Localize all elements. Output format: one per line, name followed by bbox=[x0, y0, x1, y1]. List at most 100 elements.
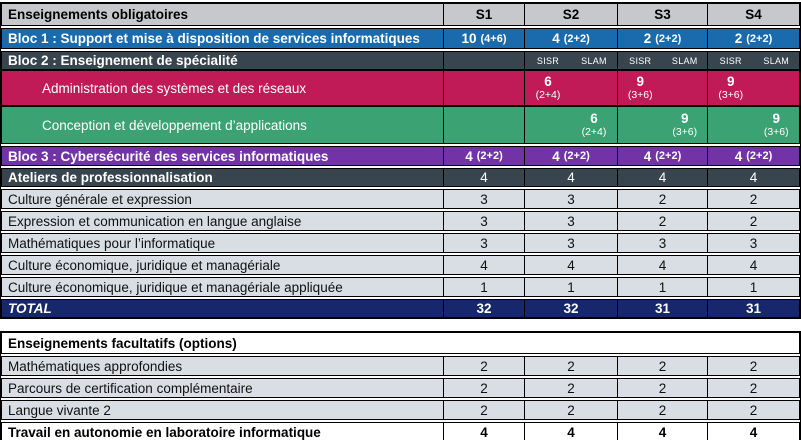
value-cell-s3: 2 bbox=[618, 400, 708, 420]
value-cell-s1: 4 (2+2) bbox=[444, 146, 525, 166]
hours-group: 9 (3+6) bbox=[627, 73, 653, 101]
value-cell-s1: 4 bbox=[444, 255, 525, 275]
row-label: Bloc 2 : Enseignement de spécialité bbox=[1, 51, 444, 70]
hours-detail: (2+2) bbox=[476, 150, 503, 162]
value-cell-s3: 2 bbox=[618, 189, 708, 209]
value-cell-s4: 4 bbox=[708, 422, 800, 440]
row-label: Bloc 1 : Support et mise à disposition d… bbox=[1, 28, 444, 49]
row-label: Administration des systèmes et des résea… bbox=[1, 70, 444, 106]
row-langue-vivante-2: Langue vivante 2 2 2 2 2 bbox=[1, 400, 800, 420]
row-cejm: Culture économique, juridique et managér… bbox=[1, 255, 800, 275]
value-cell-s2: 2 bbox=[525, 356, 618, 376]
empty-half bbox=[663, 71, 708, 105]
hours-detail: (2+4) bbox=[581, 125, 607, 138]
value-cell-s4: 2 bbox=[708, 378, 800, 398]
row-ateliers: Ateliers de professionnalisation 4 4 4 4 bbox=[1, 168, 800, 187]
value-cell-s2: 3 bbox=[525, 189, 618, 209]
row-bloc1: Bloc 1 : Support et mise à disposition d… bbox=[1, 28, 800, 49]
hours-group: 9 (3+6) bbox=[672, 111, 698, 138]
subcol-slam: SLAM bbox=[763, 55, 790, 66]
subcol-slam: SLAM bbox=[581, 55, 607, 66]
value-cell-s2: 1 bbox=[525, 277, 618, 297]
row-label: Mathématiques approfondies bbox=[1, 356, 444, 376]
value-cell-s4: 4 bbox=[708, 168, 800, 187]
value-cell-s4: 2 bbox=[708, 400, 800, 420]
value-cell-s2: 3 bbox=[525, 233, 618, 253]
table-enseignements-facultatifs: Enseignements facultatifs (options) Math… bbox=[0, 331, 801, 440]
hours-group: 9 (3+6) bbox=[718, 73, 743, 101]
row-total: TOTAL 32 32 31 31 bbox=[1, 299, 800, 318]
value-cell-s2: 4 (2+2) bbox=[525, 28, 618, 49]
value-cell-s2: 4 (2+2) bbox=[525, 146, 618, 166]
hours-group: 6 (2+4) bbox=[536, 73, 561, 101]
value-cell-s2: 4 bbox=[525, 255, 618, 275]
total-s1: 32 bbox=[444, 299, 525, 318]
subcol-sisr: SISR bbox=[629, 55, 652, 66]
column-header-s4: S4 bbox=[708, 3, 800, 26]
hours-value: 4 bbox=[734, 148, 743, 164]
value-cell-s1: 2 bbox=[444, 378, 525, 398]
value-cell-s4: 2 bbox=[708, 189, 800, 209]
value-cell-s3: 4 bbox=[618, 422, 708, 440]
row-mathematiques: Mathématiques pour l’informatique 3 3 3 … bbox=[1, 233, 800, 253]
hours-value: 9 bbox=[636, 73, 644, 89]
value-cell-s1: 3 bbox=[444, 211, 525, 231]
facultatifs-header-row: Enseignements facultatifs (options) bbox=[1, 332, 800, 354]
hours-detail: (2+2) bbox=[563, 150, 590, 162]
empty-half bbox=[754, 71, 800, 105]
table-title: Enseignements obligatoires bbox=[1, 3, 444, 26]
hours-group: 9 (3+6) bbox=[764, 110, 789, 138]
hours-detail: (2+2) bbox=[746, 32, 773, 45]
row-travail-autonomie: Travail en autonomie en laboratoire info… bbox=[1, 422, 800, 440]
hours-value: 9 bbox=[772, 110, 780, 126]
hours-value: 6 bbox=[544, 73, 552, 89]
hours-detail: (2+2) bbox=[746, 150, 773, 162]
row-label: Culture économique, juridique et managér… bbox=[1, 277, 444, 297]
subcol-slam: SLAM bbox=[671, 55, 698, 66]
value-cell-s3: 9 (3+6) bbox=[618, 106, 708, 144]
hours-value: 2 bbox=[643, 31, 652, 46]
subcol-sisr: SISR bbox=[536, 55, 560, 66]
value-cell-s2: 3 bbox=[525, 211, 618, 231]
table-title: Enseignements facultatifs (options) bbox=[1, 332, 800, 354]
value-cell-s4: 2 bbox=[708, 356, 800, 376]
subcolumn-header-s2: SISR SLAM bbox=[525, 51, 618, 70]
value-cell-s2: 6 (2+4) bbox=[525, 106, 618, 144]
value-cell-s2: 6 (2+4) bbox=[525, 70, 618, 106]
row-culture-generale: Culture générale et expression 3 3 2 2 bbox=[1, 189, 800, 209]
row-label: Mathématiques pour l’informatique bbox=[1, 233, 444, 253]
column-header-s1: S1 bbox=[444, 3, 525, 26]
value-cell-s2: 4 bbox=[525, 168, 618, 187]
row-label: Ateliers de professionnalisation bbox=[1, 168, 444, 187]
column-header-s3: S3 bbox=[618, 3, 708, 26]
row-conception-slam: Conception et développement d’applicatio… bbox=[1, 106, 800, 144]
row-parcours-certification: Parcours de certification complémentaire… bbox=[1, 378, 800, 398]
empty-half bbox=[571, 71, 617, 105]
hours-detail: (3+6) bbox=[627, 88, 653, 101]
hours-value: 4 bbox=[552, 31, 560, 46]
value-cell-s2: 2 bbox=[525, 378, 618, 398]
row-label: Conception et développement d’applicatio… bbox=[1, 106, 444, 144]
value-cell-s4: 9 (3+6) bbox=[708, 70, 800, 106]
row-label: Culture générale et expression bbox=[1, 189, 444, 209]
value-cell-s1: 4 bbox=[444, 422, 525, 440]
hours-value: 9 bbox=[726, 73, 735, 89]
hours-group: 6 (2+4) bbox=[581, 111, 607, 138]
row-label: Travail en autonomie en laboratoire info… bbox=[1, 422, 444, 440]
value-cell-s3: 2 (2+2) bbox=[618, 28, 708, 49]
hours-detail: (3+6) bbox=[672, 125, 698, 138]
value-cell-s4: 2 (2+2) bbox=[708, 28, 800, 49]
hours-value: 10 bbox=[461, 31, 477, 46]
subcolumn-header-s3: SISR SLAM bbox=[618, 51, 708, 70]
value-cell-s1-empty bbox=[444, 106, 525, 144]
header-row: Enseignements obligatoires S1 S2 S3 S4 bbox=[1, 3, 800, 26]
value-cell-s1: 10 (4+6) bbox=[444, 28, 525, 49]
hours-value: 4 bbox=[552, 148, 560, 164]
value-cell-s1-empty bbox=[444, 51, 525, 70]
value-cell-s4: 9 (3+6) bbox=[708, 106, 800, 144]
table-enseignements-obligatoires: Enseignements obligatoires S1 S2 S3 S4 B… bbox=[0, 2, 801, 319]
row-label: Bloc 3 : Cybersécurité des services info… bbox=[1, 146, 444, 166]
value-cell-s2: 2 bbox=[525, 400, 618, 420]
hours-value: 4 bbox=[643, 148, 652, 164]
row-cejm-appliquee: Culture économique, juridique et managér… bbox=[1, 277, 800, 297]
